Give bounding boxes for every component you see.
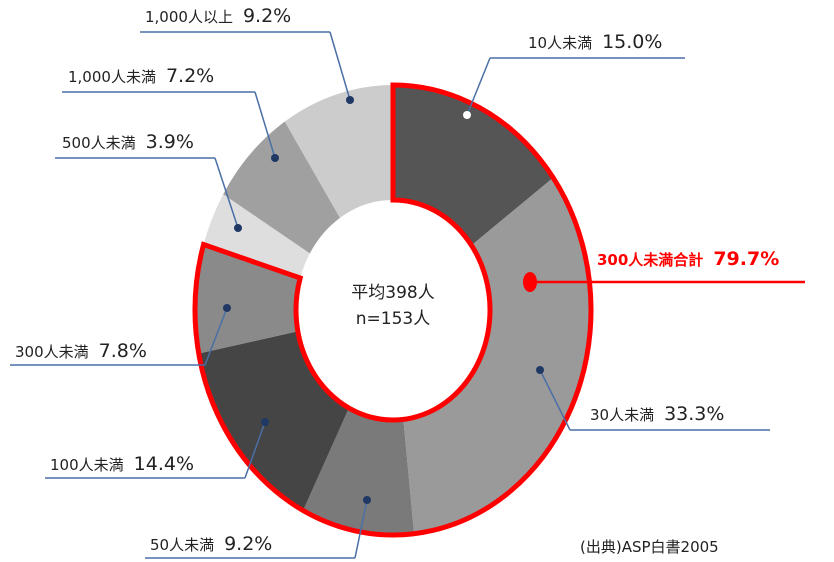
donut-segment bbox=[195, 244, 301, 354]
leader-dot bbox=[536, 366, 544, 374]
category-label: 50人未満 bbox=[150, 536, 214, 554]
donut-segment bbox=[303, 408, 415, 535]
highlight-label: 300人未満合計 79.7% bbox=[597, 248, 779, 270]
leader-dot bbox=[346, 96, 354, 104]
category-label: 1,000人未満 bbox=[68, 68, 156, 86]
category-label: 1,000人以上 bbox=[145, 8, 233, 26]
donut-segment bbox=[203, 194, 310, 278]
value-label: 3.9% bbox=[146, 131, 194, 153]
donut-segment bbox=[403, 177, 591, 534]
highlight-value: 79.7% bbox=[713, 248, 779, 270]
donut-segment bbox=[223, 121, 340, 254]
value-label: 15.0% bbox=[602, 31, 662, 53]
leader-line bbox=[329, 31, 351, 101]
highlight-dot bbox=[523, 272, 537, 292]
data-label: 30人未満 33.3% bbox=[590, 403, 724, 425]
leader-dot bbox=[234, 224, 242, 232]
donut bbox=[192, 82, 594, 538]
data-label: 500人未満 3.9% bbox=[62, 131, 194, 153]
value-label: 14.4% bbox=[134, 453, 194, 475]
value-label: 7.8% bbox=[99, 340, 147, 362]
leader-line bbox=[466, 57, 491, 116]
donut-segment bbox=[393, 85, 554, 246]
data-label: 10人未満 15.0% bbox=[528, 31, 662, 53]
data-label: 50人未満 9.2% bbox=[150, 533, 272, 555]
highlight-outline bbox=[192, 82, 594, 538]
category-label: 500人未満 bbox=[62, 134, 136, 152]
source: (出典)ASP白書2005 bbox=[580, 538, 719, 556]
leader-line bbox=[254, 91, 276, 159]
leader-line bbox=[244, 421, 266, 479]
data-label: 1,000人未満 7.2% bbox=[68, 65, 214, 87]
donut-segment bbox=[284, 85, 393, 218]
leader-line bbox=[204, 307, 228, 366]
center-text: 平均398人 bbox=[351, 283, 434, 303]
center-text: n=153人 bbox=[356, 309, 430, 329]
leader-dot bbox=[363, 496, 371, 504]
value-label: 9.2% bbox=[224, 533, 272, 555]
category-label: 10人未満 bbox=[528, 34, 592, 52]
category-label: 100人未満 bbox=[50, 456, 124, 474]
donut-segment bbox=[198, 331, 349, 511]
data-label: 100人未満 14.4% bbox=[50, 453, 194, 475]
value-label: 9.2% bbox=[243, 5, 291, 27]
leader-dot bbox=[223, 304, 231, 312]
category-label: 300人未満 bbox=[15, 343, 89, 361]
value-label: 7.2% bbox=[166, 65, 214, 87]
data-label: 300人未満 7.8% bbox=[15, 340, 147, 362]
leader-line bbox=[214, 157, 239, 229]
leader-line bbox=[354, 499, 368, 559]
data-label: 1,000人以上 9.2% bbox=[145, 5, 291, 27]
leader-dot bbox=[463, 111, 471, 119]
leader-dot bbox=[261, 418, 269, 426]
leader-line bbox=[539, 369, 571, 431]
category-label: 30人未満 bbox=[590, 406, 654, 424]
leader-dot bbox=[271, 154, 279, 162]
value-label: 33.3% bbox=[664, 403, 724, 425]
highlight-category: 300人未満合計 bbox=[597, 251, 703, 269]
